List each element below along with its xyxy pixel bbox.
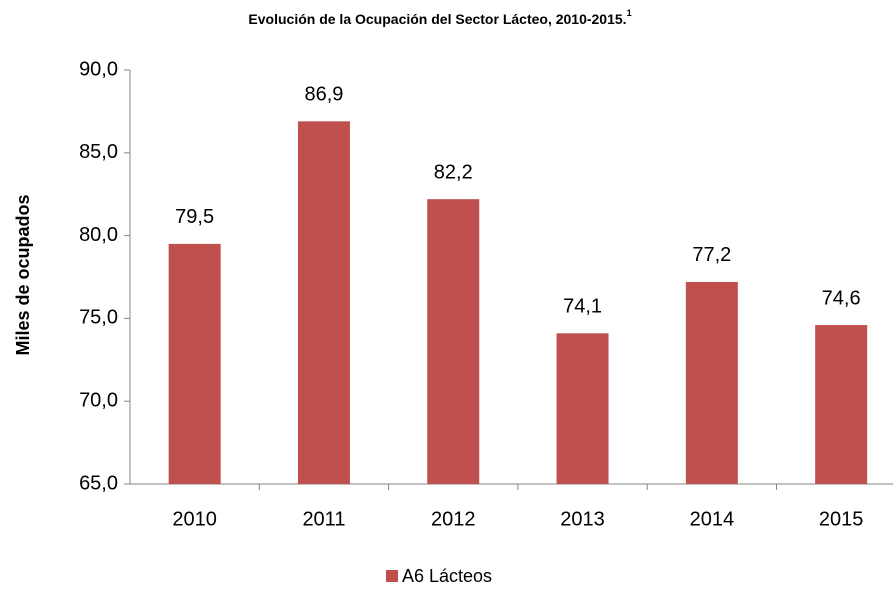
value-label: 79,5 <box>175 206 214 228</box>
value-label: 74,6 <box>822 287 861 309</box>
bar <box>815 325 868 484</box>
y-tick-label: 70,0 <box>79 389 118 411</box>
title-text: Evolución de la Ocupación del Sector Lác… <box>248 11 626 27</box>
value-label: 77,2 <box>692 244 731 266</box>
x-tick-label: 2014 <box>690 508 735 530</box>
y-tick-label: 85,0 <box>79 141 118 163</box>
y-tick-label: 90,0 <box>79 58 118 80</box>
y-tick-label: 75,0 <box>79 307 118 329</box>
bar <box>427 199 480 484</box>
x-tick-label: 2011 <box>302 508 345 530</box>
y-tick-label: 80,0 <box>79 224 118 246</box>
value-label: 86,9 <box>304 84 343 106</box>
title-note: 1 <box>627 8 632 18</box>
chart-title: Evolución de la Ocupación del Sector Lác… <box>248 8 631 26</box>
y-tick-label: 65,0 <box>79 472 118 494</box>
x-tick-label: 2015 <box>819 508 864 530</box>
legend-swatch <box>386 570 398 582</box>
value-label: 74,1 <box>563 296 602 318</box>
x-tick-label: 2013 <box>560 508 605 530</box>
y-axis-label: Miles de ocupados <box>13 194 33 355</box>
value-label: 82,2 <box>434 161 473 183</box>
x-tick-label: 2012 <box>431 508 476 530</box>
legend-label: A6 Lácteos <box>402 566 492 586</box>
bar <box>168 243 221 484</box>
bar <box>297 121 350 484</box>
x-tick-label: 2010 <box>172 508 217 530</box>
bar <box>556 333 609 484</box>
bar <box>685 281 738 484</box>
